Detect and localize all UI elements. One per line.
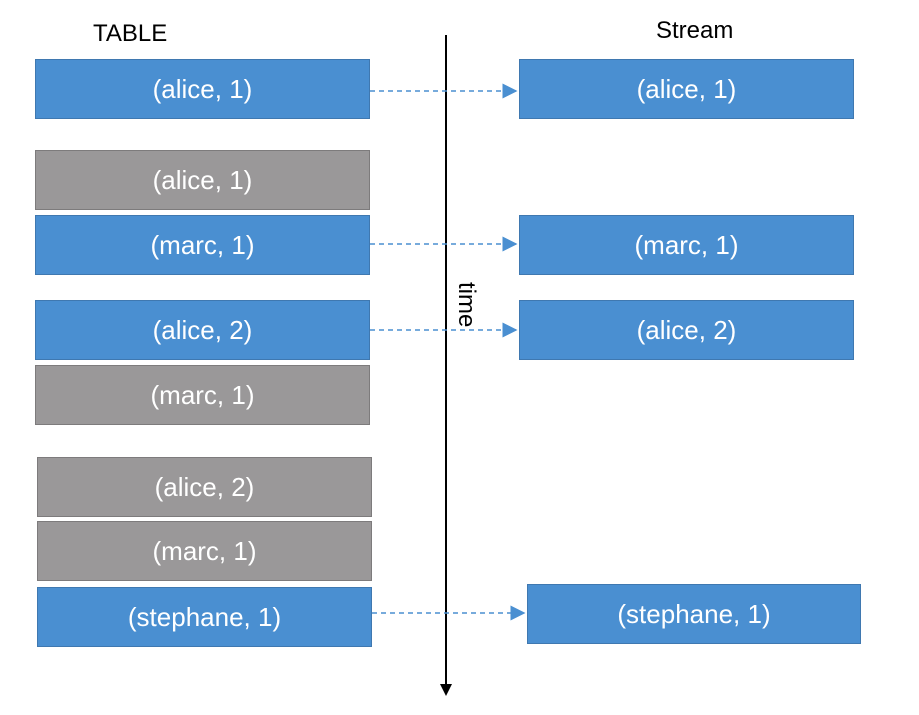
time-axis-label: time bbox=[453, 282, 480, 328]
table-row: (alice, 1) bbox=[35, 150, 370, 210]
table-heading: TABLE bbox=[93, 20, 168, 47]
table-row: (marc, 1) bbox=[35, 365, 370, 425]
time-axis-arrowhead bbox=[440, 684, 452, 696]
table-row: (alice, 1) bbox=[35, 59, 370, 119]
stream-event: (alice, 2) bbox=[519, 300, 854, 360]
table-row: (marc, 1) bbox=[37, 521, 372, 581]
stream-event: (alice, 1) bbox=[519, 59, 854, 119]
stream-heading: Stream bbox=[656, 17, 734, 44]
stream-event: (marc, 1) bbox=[519, 215, 854, 275]
stream-event: (stephane, 1) bbox=[527, 584, 861, 644]
table-row: (stephane, 1) bbox=[37, 587, 372, 647]
table-row: (marc, 1) bbox=[35, 215, 370, 275]
table-row: (alice, 2) bbox=[37, 457, 372, 517]
table-row: (alice, 2) bbox=[35, 300, 370, 360]
